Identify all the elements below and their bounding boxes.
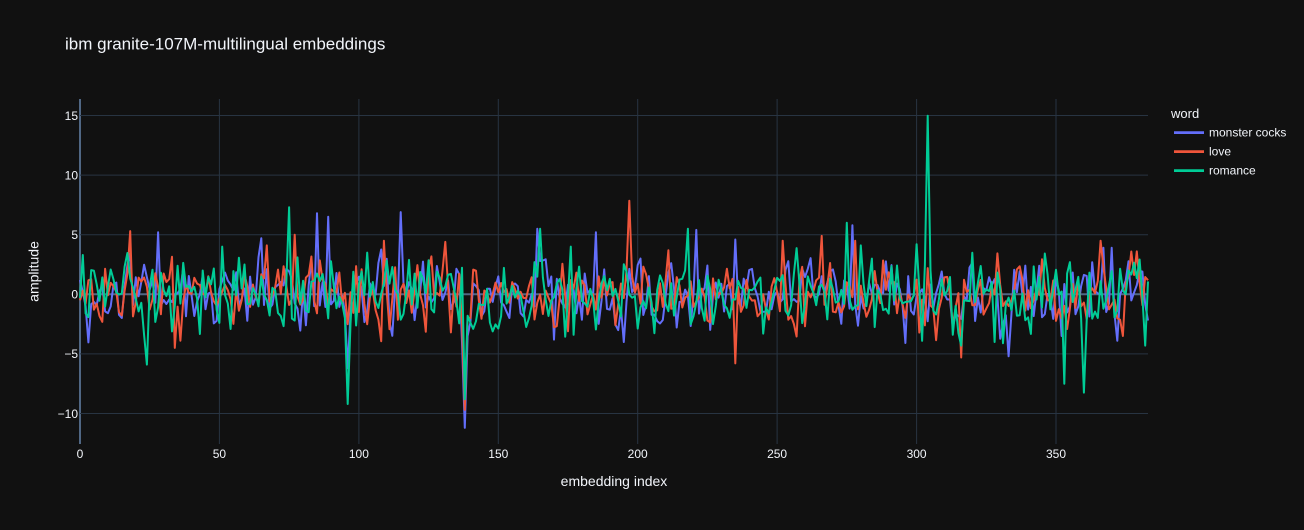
svg-text:0: 0 [77, 447, 84, 461]
svg-text:15: 15 [65, 109, 79, 123]
svg-text:150: 150 [488, 447, 508, 461]
svg-text:200: 200 [628, 447, 648, 461]
svg-text:50: 50 [213, 447, 227, 461]
svg-text:5: 5 [71, 228, 78, 242]
svg-text:−5: −5 [64, 347, 78, 361]
svg-text:−10: −10 [58, 407, 79, 421]
svg-text:love: love [1209, 145, 1231, 159]
svg-text:embedding index: embedding index [561, 473, 668, 489]
svg-text:amplitude: amplitude [26, 241, 42, 302]
svg-text:250: 250 [767, 447, 787, 461]
svg-text:0: 0 [71, 288, 78, 302]
svg-text:100: 100 [349, 447, 369, 461]
svg-text:300: 300 [907, 447, 927, 461]
svg-text:monster cocks: monster cocks [1209, 126, 1286, 140]
svg-text:10: 10 [65, 168, 79, 182]
svg-text:350: 350 [1046, 447, 1066, 461]
svg-text:romance: romance [1209, 164, 1256, 178]
svg-text:ibm granite-107M-multilingual: ibm granite-107M-multilingual embeddings [65, 35, 385, 54]
svg-text:word: word [1170, 106, 1199, 121]
